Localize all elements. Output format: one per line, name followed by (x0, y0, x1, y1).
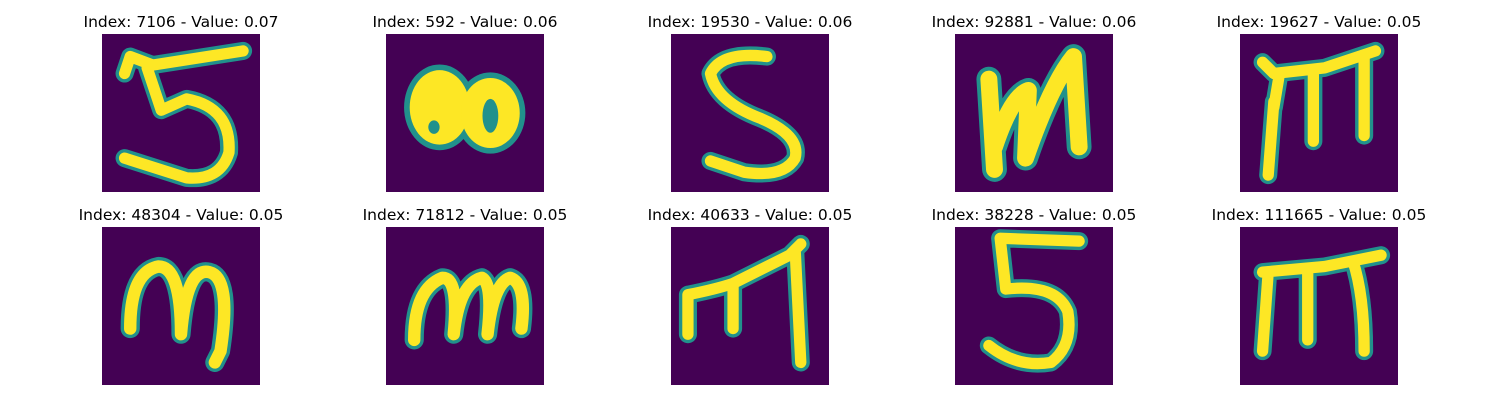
panel-title: Index: 48304 - Value: 0.05 (78, 206, 284, 224)
digit-5-image (102, 34, 260, 192)
panel-title: Index: 111665 - Value: 0.05 (1211, 206, 1427, 224)
panel-title: Index: 40633 - Value: 0.05 (647, 206, 853, 224)
panel-title: Index: 592 - Value: 0.06 (372, 13, 558, 31)
letter-m-image (386, 227, 544, 385)
panel-title: Index: 92881 - Value: 0.06 (931, 13, 1137, 31)
letter-m-image (1240, 34, 1398, 192)
blob-image (386, 34, 544, 192)
letter-m-image (102, 227, 260, 385)
panel-title: Index: 7106 - Value: 0.07 (83, 13, 279, 31)
digit-5-image (955, 227, 1113, 385)
letter-m-image (671, 227, 829, 385)
letter-m-image (1240, 227, 1398, 385)
panel-title: Index: 19627 - Value: 0.05 (1216, 13, 1422, 31)
panel-title: Index: 38228 - Value: 0.05 (931, 206, 1137, 224)
letter-n-image (955, 34, 1113, 192)
panel-title: Index: 19530 - Value: 0.06 (647, 13, 853, 31)
digit-5-image (671, 34, 829, 192)
panel-title: Index: 71812 - Value: 0.05 (362, 206, 568, 224)
